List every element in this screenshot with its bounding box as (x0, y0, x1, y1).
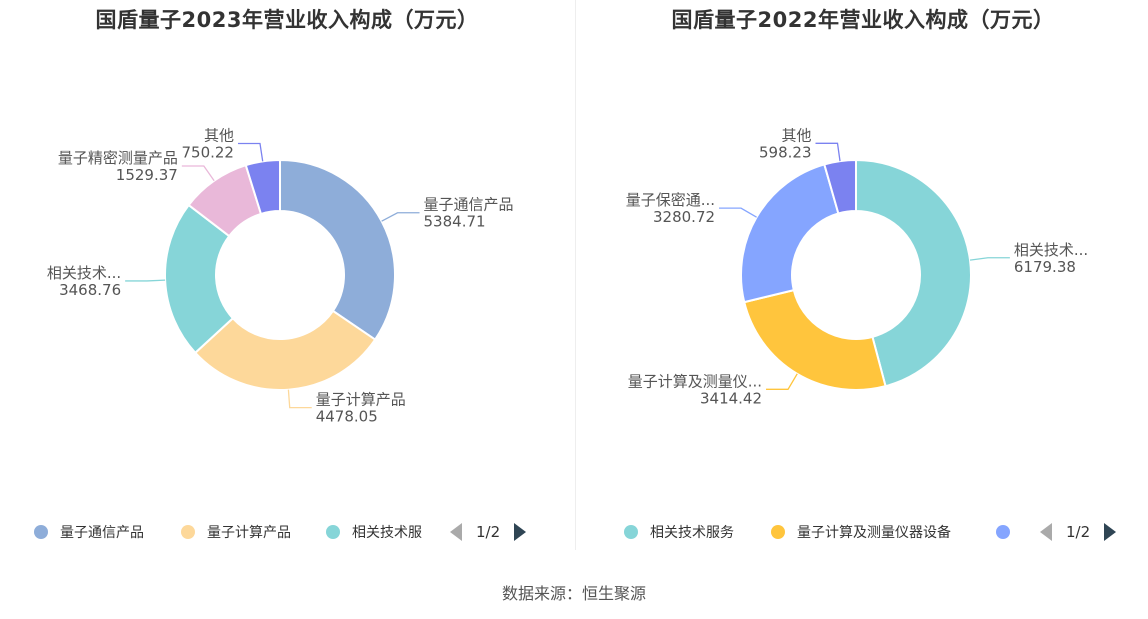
label-leader-line (815, 142, 841, 162)
legend-marker (624, 525, 638, 539)
slice-label: 量子计算及测量仪... (628, 372, 762, 390)
slice-label: 其他 (204, 127, 234, 145)
slice-value-label: 3414.42 (700, 389, 762, 407)
legend-marker (326, 525, 340, 539)
donut-slice-2[interactable] (743, 288, 887, 391)
legend-marker (181, 525, 195, 539)
legend-label: 量子通信产品 (60, 525, 144, 541)
slice-label: 相关技术... (47, 264, 121, 282)
slice-value-label: 5384.71 (424, 213, 486, 231)
legend-label: 相关技术服 (352, 525, 422, 541)
slice-value-label: 1529.37 (116, 166, 178, 184)
legend-marker (771, 525, 785, 539)
label-leader-line (766, 373, 798, 390)
legend-next-arrow-icon[interactable] (1104, 523, 1117, 541)
slice-label: 量子保密通... (626, 191, 715, 209)
slice-label: 其他 (781, 126, 811, 144)
donut-slice-1[interactable] (279, 158, 396, 341)
label-leader-line (719, 207, 757, 218)
legend-item[interactable]: 量子计算及测量仪器设备 (771, 520, 951, 544)
chart-panel-2022: 国盾量子2022年营业收入构成（万元） 相关技术... 6179.38 量子计算及测… (576, 0, 1148, 555)
slice-value-label: 598.23 (759, 143, 812, 161)
legend-item[interactable]: 相关技术服务 (624, 520, 734, 544)
label-leader-line (287, 389, 312, 409)
donut-slice-4[interactable] (823, 158, 857, 215)
legend: 相关技术服务 量子计算及测量仪器设备 1/2 (576, 520, 1148, 544)
legend: 量子通信产品 量子计算产品 相关技术服 1/2 (0, 520, 574, 544)
label-leader-line (381, 212, 420, 222)
legend-pager: 1/2 (1040, 520, 1117, 544)
legend-next-arrow-icon[interactable] (514, 523, 527, 541)
legend-prev-arrow-icon[interactable] (1040, 523, 1052, 541)
legend-pager: 1/2 (450, 520, 527, 544)
legend-item[interactable]: 相关技术服 (326, 520, 434, 544)
legend-page-number: 1/2 (1066, 523, 1091, 541)
label-leader-line (237, 142, 264, 162)
slice-value-label: 6179.38 (1014, 258, 1076, 276)
donut-slice-2[interactable] (193, 309, 377, 391)
legend-item[interactable]: 量子计算产品 (181, 520, 291, 544)
label-leader-line (125, 279, 166, 282)
label-leader-line (181, 165, 215, 182)
slice-label: 量子通信产品 (424, 196, 514, 214)
legend-page-number: 1/2 (476, 523, 501, 541)
slice-label: 量子计算产品 (316, 391, 406, 409)
slice-value-label: 3468.76 (59, 281, 121, 299)
legend-marker (34, 525, 48, 539)
slice-label: 量子精密测量产品 (58, 149, 178, 167)
panel-divider (575, 0, 576, 550)
legend-prev-arrow-icon[interactable] (450, 523, 462, 541)
donut-slice-5[interactable] (244, 158, 281, 216)
donut-slice-3[interactable] (740, 163, 840, 304)
legend-label: 量子计算产品 (207, 525, 291, 541)
slice-value-label: 4478.05 (316, 408, 378, 426)
legend-item[interactable]: 量子通信产品 (34, 520, 144, 544)
slice-label: 相关技术... (1014, 241, 1088, 259)
legend-label: 量子计算及测量仪器设备 (797, 525, 951, 541)
slice-value-label: 3280.72 (653, 208, 715, 226)
chart-panel-2023: 国盾量子2023年营业收入构成（万元） 量子通信产品 5384.71 量子计算产品 4… (0, 0, 574, 555)
data-source-note: 数据来源：恒生聚源 (501, 584, 646, 603)
legend-label: 相关技术服务 (650, 525, 734, 541)
label-leader-line (969, 257, 1010, 261)
legend-marker (996, 525, 1010, 539)
legend-item[interactable] (996, 520, 1022, 544)
chart-title: 国盾量子2022年营业收入构成（万元） (671, 8, 1055, 32)
donut-chart: 相关技术...6179.38 量子计算及测量仪...3414.42 量子保密通...… (626, 126, 1088, 407)
slice-value-label: 750.22 (181, 144, 234, 162)
donut-slice-1[interactable] (855, 158, 972, 388)
chart-title: 国盾量子2023年营业收入构成（万元） (95, 8, 479, 32)
